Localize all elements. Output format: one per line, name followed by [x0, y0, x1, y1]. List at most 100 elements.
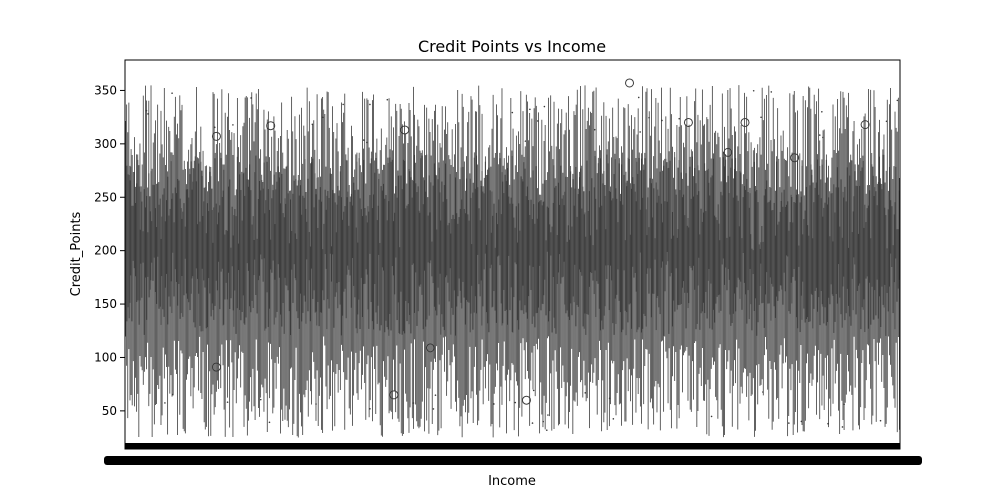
box-mark: [748, 132, 750, 421]
box-body: [480, 185, 482, 281]
box-mark: [798, 194, 800, 371]
box-body: [191, 189, 193, 279]
box-mark: [342, 122, 344, 351]
box-body: [556, 235, 558, 284]
box-mark: [262, 181, 264, 388]
outlier-dot: [612, 418, 615, 420]
box-mark: [418, 126, 420, 429]
box-body: [522, 181, 524, 286]
box-mark: [607, 141, 609, 343]
box-mark: [769, 186, 771, 361]
box-body: [665, 158, 667, 265]
box-mark: [266, 119, 268, 433]
box-body: [838, 187, 840, 265]
box-body: [284, 198, 286, 278]
box-body: [418, 210, 420, 286]
box-body: [605, 229, 607, 266]
box-body: [694, 168, 696, 290]
box-mark: [880, 178, 882, 339]
box-mark: [642, 86, 644, 340]
box-body: [633, 183, 635, 278]
box-mark: [234, 195, 236, 353]
box-body: [886, 248, 888, 293]
box-mark: [327, 92, 329, 366]
box-body: [361, 216, 363, 318]
box-body: [843, 197, 845, 277]
box-body: [448, 222, 450, 302]
outlier-dot: [171, 393, 174, 396]
box-mark: [396, 110, 398, 346]
box-body: [701, 221, 703, 312]
box-mark: [551, 145, 553, 431]
box-mark: [638, 152, 640, 379]
box-mark: [394, 193, 396, 392]
box-body: [232, 235, 234, 311]
box-body: [228, 186, 230, 273]
box-mark: [504, 169, 506, 381]
box-body: [433, 163, 435, 307]
box-mark: [660, 87, 662, 342]
box-mark: [848, 92, 850, 372]
box-mark: [852, 131, 854, 431]
box-mark: [208, 182, 210, 437]
box-body: [249, 164, 251, 307]
box-mark: [760, 154, 762, 385]
box-body: [852, 211, 854, 311]
box-body: [881, 189, 883, 287]
box-body: [738, 226, 740, 280]
box-body: [575, 166, 577, 327]
box-body: [598, 207, 600, 309]
box-mark: [275, 172, 277, 389]
box-body: [888, 167, 890, 287]
box-mark: [180, 110, 182, 351]
box-mark: [864, 113, 866, 409]
box-mark: [784, 159, 786, 363]
box-body: [743, 186, 745, 283]
box-mark: [159, 153, 161, 376]
box-body: [183, 203, 185, 296]
box-body: [736, 195, 738, 288]
box-mark: [437, 124, 439, 436]
box-mark: [146, 100, 148, 370]
box-body: [706, 170, 708, 319]
box-body: [521, 179, 523, 311]
box-mark: [425, 155, 427, 368]
box-body: [285, 203, 287, 286]
box-body: [206, 203, 208, 328]
box-body: [336, 204, 338, 284]
box-body: [626, 186, 628, 313]
box-body: [624, 240, 626, 311]
box-body: [127, 174, 129, 308]
box-mark: [829, 191, 831, 399]
box-body: [674, 157, 676, 312]
box-mark: [140, 186, 142, 367]
box-mark: [464, 190, 466, 413]
box-body: [708, 182, 710, 270]
box-body: [547, 207, 549, 322]
box-mark: [617, 98, 619, 375]
box-mark: [746, 96, 748, 397]
x-axis: [104, 443, 922, 465]
box-body: [514, 227, 516, 263]
box-mark: [625, 171, 627, 422]
box-body: [662, 222, 664, 262]
box-body: [689, 166, 691, 267]
box-mark: [884, 182, 886, 427]
box-mark: [728, 138, 730, 351]
box-mark: [709, 104, 711, 390]
box-mark: [763, 98, 765, 356]
box-mark: [199, 151, 201, 337]
box-body: [281, 173, 283, 327]
box-mark: [129, 165, 131, 401]
box-mark: [313, 120, 315, 362]
box-mark: [792, 94, 794, 436]
box-body: [646, 235, 648, 274]
box-body: [663, 165, 665, 336]
box-mark: [182, 169, 184, 429]
box-body: [535, 166, 537, 314]
box-body: [842, 191, 844, 287]
box-body: [693, 196, 695, 266]
box-mark: [701, 89, 703, 348]
box-mark: [550, 95, 552, 374]
box-mark: [811, 169, 813, 386]
